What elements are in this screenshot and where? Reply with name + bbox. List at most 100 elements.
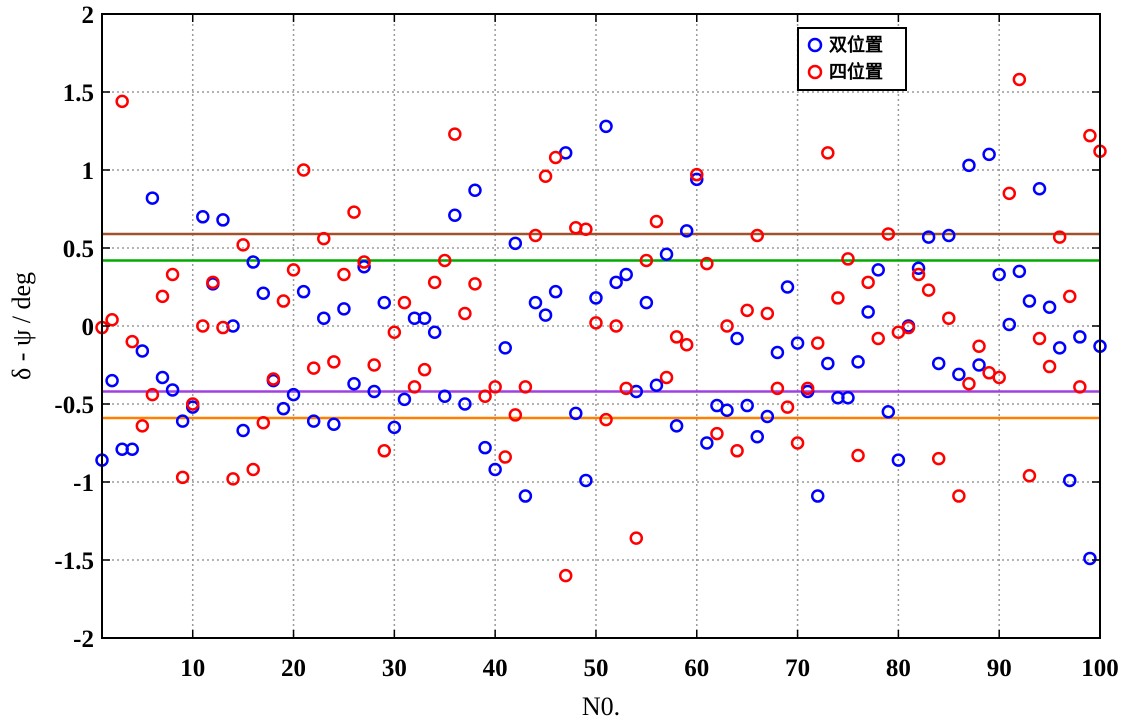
data-point-series-1 xyxy=(649,378,664,393)
data-point-series-1 xyxy=(589,291,603,305)
data-point-series-2 xyxy=(659,370,674,385)
data-point-series-1 xyxy=(619,267,633,282)
data-point-series-1 xyxy=(790,336,805,350)
data-point-series-1 xyxy=(659,247,674,261)
data-point-series-1 xyxy=(548,284,563,299)
data-point-series-2 xyxy=(619,381,633,396)
data-point-series-2 xyxy=(679,337,694,352)
data-point-series-1 xyxy=(155,370,170,385)
data-point-series-2 xyxy=(639,253,654,268)
data-point-series-1 xyxy=(306,414,321,428)
x-tick-label: 40 xyxy=(483,655,508,682)
data-point-series-1 xyxy=(1032,181,1047,196)
data-point-series-1 xyxy=(488,462,502,477)
data-point-series-1 xyxy=(690,172,704,187)
data-point-series-2 xyxy=(690,167,704,182)
data-point-series-1 xyxy=(317,311,331,325)
data-point-series-1 xyxy=(579,473,593,488)
data-point-series-2 xyxy=(609,319,623,333)
data-point-series-2 xyxy=(589,316,603,330)
x-tick-label: 60 xyxy=(684,655,709,682)
data-point-series-2 xyxy=(377,444,392,458)
data-point-series-2 xyxy=(276,294,291,308)
data-point-series-2 xyxy=(518,380,533,394)
data-point-series-2 xyxy=(548,150,563,165)
data-point-series-2 xyxy=(488,380,502,394)
data-point-series-2 xyxy=(1022,469,1037,483)
data-point-series-1 xyxy=(387,420,402,435)
data-point-series-2 xyxy=(105,313,119,327)
data-point-series-1 xyxy=(871,263,885,277)
data-point-series-1 xyxy=(821,356,835,371)
data-point-series-1 xyxy=(780,280,795,294)
data-point-series-1 xyxy=(861,305,875,319)
data-point-series-2 xyxy=(448,127,462,141)
data-point-series-2 xyxy=(810,336,825,350)
data-point-series-2 xyxy=(730,444,744,458)
data-point-series-2 xyxy=(1073,380,1087,394)
data-point-series-2 xyxy=(206,275,220,290)
data-point-series-2 xyxy=(528,228,543,243)
y-tick-label: 1.5 xyxy=(63,80,94,107)
data-point-series-2 xyxy=(962,376,976,391)
data-point-series-2 xyxy=(770,381,785,396)
data-point-series-1 xyxy=(810,489,825,503)
data-point-series-1 xyxy=(246,255,260,269)
y-tick-label: -1.5 xyxy=(54,548,94,575)
data-point-series-2 xyxy=(286,263,301,277)
data-point-series-1 xyxy=(952,367,966,382)
data-point-series-2 xyxy=(226,472,240,486)
data-point-series-2 xyxy=(417,362,432,377)
x-axis-label: N0. xyxy=(582,692,620,721)
data-point-series-2 xyxy=(165,267,180,282)
data-point-series-2 xyxy=(145,387,160,402)
y-tick-label: -0.5 xyxy=(54,392,94,419)
data-point-series-2 xyxy=(972,339,986,354)
legend: 双位置 四位置 xyxy=(797,27,907,91)
data-point-series-1 xyxy=(569,406,583,421)
legend-marker-series-1 xyxy=(807,37,823,53)
data-point-series-1 xyxy=(669,419,684,433)
data-point-series-1 xyxy=(750,430,765,444)
y-tick-label: 0 xyxy=(82,314,95,341)
data-point-series-2 xyxy=(236,238,250,252)
data-point-series-1 xyxy=(337,302,351,316)
data-point-series-1 xyxy=(105,373,119,388)
data-point-series-1 xyxy=(528,295,543,310)
legend-label-series-2: 四位置 xyxy=(829,61,883,83)
data-point-series-2 xyxy=(841,252,855,266)
data-point-series-1 xyxy=(377,295,392,310)
data-point-series-1 xyxy=(347,376,361,391)
tick-marks xyxy=(102,13,1101,639)
data-point-series-2 xyxy=(942,311,956,325)
data-point-series-2 xyxy=(437,253,452,268)
data-point-series-1 xyxy=(931,356,946,371)
data-point-series-1 xyxy=(1022,294,1037,308)
data-point-series-1 xyxy=(448,208,462,222)
data-point-series-2 xyxy=(800,381,815,396)
data-points xyxy=(95,72,1107,583)
data-point-series-1 xyxy=(175,414,190,428)
data-point-series-2 xyxy=(700,256,714,271)
data-point-series-1 xyxy=(992,267,1006,282)
x-tick-label: 100 xyxy=(1081,655,1119,682)
data-point-series-1 xyxy=(609,275,623,290)
data-point-series-1 xyxy=(851,355,865,369)
data-point-series-2 xyxy=(306,361,321,375)
data-point-series-1 xyxy=(730,331,744,346)
data-point-series-2 xyxy=(246,462,260,477)
data-point-series-1 xyxy=(881,405,896,419)
data-point-series-2 xyxy=(427,275,442,290)
data-point-series-1 xyxy=(841,391,855,405)
data-point-series-1 xyxy=(679,224,694,238)
data-point-series-2 xyxy=(871,331,885,346)
data-point-series-2 xyxy=(367,358,381,372)
data-point-series-1 xyxy=(639,295,654,310)
data-point-series-2 xyxy=(1052,230,1067,244)
data-point-series-2 xyxy=(901,320,916,335)
data-point-series-2 xyxy=(216,320,230,335)
data-point-series-2 xyxy=(135,419,150,433)
data-point-series-2 xyxy=(1083,128,1097,143)
legend-marker-series-2 xyxy=(807,64,823,80)
